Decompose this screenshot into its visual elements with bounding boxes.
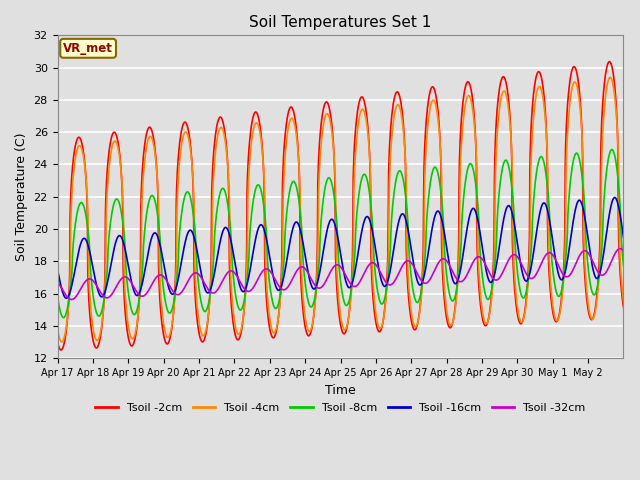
Y-axis label: Soil Temperature (C): Soil Temperature (C) — [15, 132, 28, 261]
Tsoil -16cm — [620, 234, 627, 240]
Tsoil -4cm — [58, 339, 65, 345]
Tsoil -8cm — [326, 176, 334, 181]
Tsoil -32cm — [54, 280, 61, 286]
Tsoil -32cm — [316, 285, 323, 291]
Line: Tsoil -8cm: Tsoil -8cm — [58, 150, 623, 318]
Tsoil -32cm — [557, 268, 565, 274]
Tsoil -32cm — [612, 248, 620, 254]
Tsoil -2cm — [557, 298, 565, 304]
Line: Tsoil -32cm: Tsoil -32cm — [58, 249, 623, 300]
Tsoil -4cm — [620, 299, 627, 304]
Tsoil -4cm — [316, 169, 323, 175]
Tsoil -16cm — [63, 295, 70, 301]
Line: Tsoil -4cm: Tsoil -4cm — [58, 77, 623, 342]
Line: Tsoil -2cm: Tsoil -2cm — [58, 61, 623, 350]
Tsoil -2cm — [143, 132, 150, 137]
Tsoil -16cm — [54, 266, 61, 272]
Tsoil -16cm — [143, 259, 150, 265]
Tsoil -32cm — [616, 246, 624, 252]
Tsoil -4cm — [557, 302, 565, 308]
Tsoil -2cm — [620, 304, 627, 310]
Tsoil -16cm — [613, 197, 621, 203]
Tsoil -2cm — [326, 108, 334, 114]
Tsoil -8cm — [60, 315, 67, 321]
Tsoil -8cm — [143, 213, 150, 218]
X-axis label: Time: Time — [325, 384, 356, 396]
Tsoil -8cm — [474, 208, 482, 214]
Tsoil -32cm — [68, 297, 76, 302]
Tsoil -4cm — [606, 74, 614, 80]
Legend: Tsoil -2cm, Tsoil -4cm, Tsoil -8cm, Tsoil -16cm, Tsoil -32cm: Tsoil -2cm, Tsoil -4cm, Tsoil -8cm, Tsoi… — [91, 398, 590, 417]
Tsoil -2cm — [57, 347, 65, 353]
Tsoil -8cm — [613, 166, 621, 171]
Tsoil -4cm — [613, 119, 621, 125]
Tsoil -16cm — [316, 272, 323, 277]
Text: VR_met: VR_met — [63, 42, 113, 55]
Tsoil -2cm — [316, 143, 323, 149]
Line: Tsoil -16cm: Tsoil -16cm — [58, 197, 623, 298]
Tsoil -16cm — [557, 277, 565, 283]
Tsoil -2cm — [54, 339, 61, 345]
Tsoil -16cm — [326, 218, 334, 224]
Tsoil -8cm — [557, 289, 565, 295]
Tsoil -16cm — [474, 219, 482, 225]
Tsoil -8cm — [620, 263, 627, 268]
Tsoil -32cm — [326, 270, 334, 276]
Tsoil -32cm — [620, 248, 627, 254]
Tsoil -2cm — [474, 273, 482, 279]
Tsoil -32cm — [143, 291, 150, 297]
Tsoil -4cm — [143, 145, 150, 151]
Tsoil -8cm — [54, 293, 61, 299]
Tsoil -2cm — [605, 59, 613, 64]
Tsoil -8cm — [316, 255, 323, 261]
Tsoil -8cm — [608, 147, 616, 153]
Title: Soil Temperatures Set 1: Soil Temperatures Set 1 — [250, 15, 432, 30]
Tsoil -4cm — [54, 326, 61, 332]
Tsoil -4cm — [326, 117, 334, 123]
Tsoil -32cm — [474, 254, 482, 260]
Tsoil -4cm — [474, 254, 482, 260]
Tsoil -16cm — [611, 194, 618, 200]
Tsoil -2cm — [613, 114, 621, 120]
